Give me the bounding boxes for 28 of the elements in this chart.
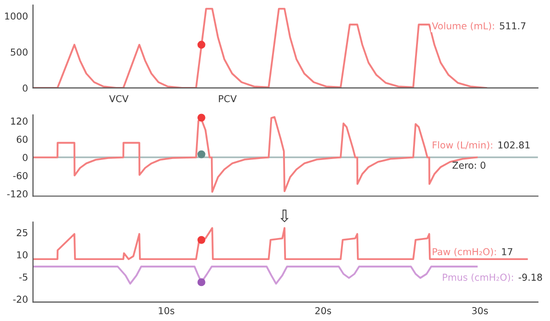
- x-tick-label: 30s: [472, 307, 488, 314]
- line-series: [33, 227, 528, 260]
- y-tick-label: 10: [17, 251, 28, 258]
- text: VCV: [109, 95, 129, 102]
- y-tick-label: -20: [13, 296, 28, 303]
- x-tick-label: 20s: [315, 307, 332, 314]
- y-tick-label: -5: [19, 274, 28, 281]
- text: PCV: [218, 95, 237, 102]
- y-tick-label: 1000: [5, 12, 28, 20]
- y-tick-label: 500: [10, 48, 28, 56]
- annotation: -9.18: [518, 274, 542, 281]
- annotation: ⇩: [280, 210, 289, 222]
- y-tick-label: -120: [7, 190, 28, 198]
- series-label: Pmus (cmH₂O):: [442, 274, 513, 282]
- y-tick-label: 60: [16, 136, 28, 143]
- annotation: 511.7: [500, 22, 526, 30]
- x-tick-label: 10s: [158, 307, 174, 314]
- annotation: 17: [502, 248, 512, 256]
- y-tick-label: 0: [22, 154, 28, 162]
- ref-line-label: Zero: 0: [452, 162, 486, 169]
- y-tick-label: 0: [22, 84, 28, 92]
- series-label: Paw (cmH₂O):: [432, 248, 496, 256]
- annotation: 102.81: [498, 141, 530, 149]
- y-tick-label: -60: [13, 172, 28, 180]
- series-label: Volume (mL):: [432, 22, 494, 31]
- series-label: Flow (L/min):: [432, 141, 492, 150]
- y-tick-label: 120: [11, 118, 28, 125]
- y-tick-label: 25: [16, 229, 28, 236]
